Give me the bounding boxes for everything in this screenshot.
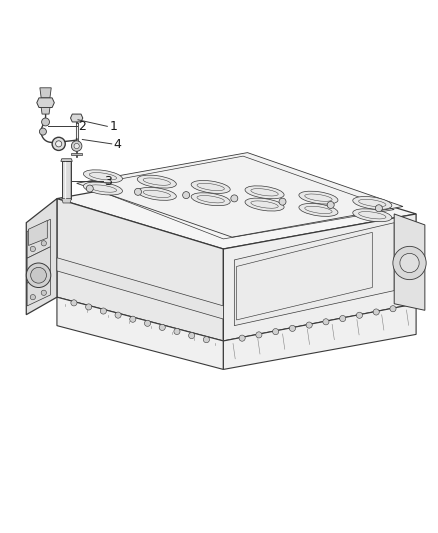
Circle shape — [85, 304, 92, 310]
Circle shape — [134, 188, 141, 195]
Polygon shape — [41, 108, 50, 114]
Ellipse shape — [299, 191, 338, 204]
Circle shape — [357, 312, 363, 318]
Ellipse shape — [245, 198, 284, 211]
Polygon shape — [71, 114, 83, 122]
Circle shape — [290, 325, 296, 332]
Polygon shape — [27, 272, 50, 306]
Circle shape — [375, 205, 382, 212]
Circle shape — [41, 290, 46, 295]
Circle shape — [390, 305, 396, 312]
Polygon shape — [37, 98, 54, 108]
Circle shape — [31, 268, 46, 283]
Circle shape — [145, 320, 151, 326]
Polygon shape — [26, 199, 57, 314]
Circle shape — [30, 246, 35, 252]
Ellipse shape — [83, 182, 123, 195]
Circle shape — [56, 141, 62, 147]
Circle shape — [30, 295, 35, 300]
Polygon shape — [62, 199, 71, 203]
Polygon shape — [61, 159, 72, 161]
Circle shape — [272, 328, 279, 335]
Polygon shape — [394, 214, 425, 310]
Polygon shape — [234, 223, 394, 326]
Circle shape — [306, 322, 312, 328]
Circle shape — [42, 118, 49, 126]
Polygon shape — [28, 221, 47, 246]
Polygon shape — [77, 152, 403, 237]
Text: 2: 2 — [78, 120, 86, 133]
Circle shape — [26, 263, 51, 287]
Ellipse shape — [353, 197, 392, 209]
Circle shape — [400, 253, 419, 273]
Polygon shape — [71, 152, 82, 155]
Circle shape — [159, 324, 165, 330]
Text: 1: 1 — [110, 120, 117, 133]
Circle shape — [189, 333, 195, 338]
Circle shape — [100, 308, 106, 314]
Circle shape — [52, 138, 65, 150]
Ellipse shape — [353, 209, 392, 222]
Polygon shape — [57, 258, 223, 319]
Polygon shape — [62, 161, 71, 199]
Ellipse shape — [191, 193, 230, 206]
Circle shape — [115, 312, 121, 318]
Circle shape — [74, 143, 79, 149]
Polygon shape — [57, 164, 416, 249]
Polygon shape — [57, 199, 223, 341]
Ellipse shape — [83, 170, 123, 183]
Circle shape — [327, 201, 334, 208]
Circle shape — [39, 128, 46, 135]
Circle shape — [86, 185, 93, 192]
Polygon shape — [223, 304, 416, 369]
Text: 4: 4 — [113, 138, 121, 151]
Circle shape — [231, 195, 238, 202]
Circle shape — [41, 241, 46, 246]
Circle shape — [279, 198, 286, 205]
Circle shape — [203, 336, 209, 343]
Circle shape — [323, 319, 329, 325]
Ellipse shape — [137, 175, 177, 188]
Text: 3: 3 — [104, 175, 112, 188]
Ellipse shape — [137, 188, 177, 200]
Circle shape — [339, 316, 346, 321]
Circle shape — [373, 309, 379, 315]
Circle shape — [71, 300, 77, 306]
Polygon shape — [57, 297, 223, 369]
Circle shape — [393, 246, 426, 280]
Circle shape — [130, 316, 136, 322]
Ellipse shape — [299, 204, 338, 216]
Polygon shape — [40, 88, 51, 98]
Circle shape — [183, 191, 190, 199]
Circle shape — [239, 335, 245, 341]
Polygon shape — [27, 219, 50, 258]
Ellipse shape — [191, 181, 230, 193]
Circle shape — [174, 328, 180, 335]
Polygon shape — [27, 247, 50, 283]
Polygon shape — [223, 214, 416, 341]
Circle shape — [71, 141, 82, 151]
Ellipse shape — [245, 186, 284, 199]
Circle shape — [256, 332, 262, 338]
